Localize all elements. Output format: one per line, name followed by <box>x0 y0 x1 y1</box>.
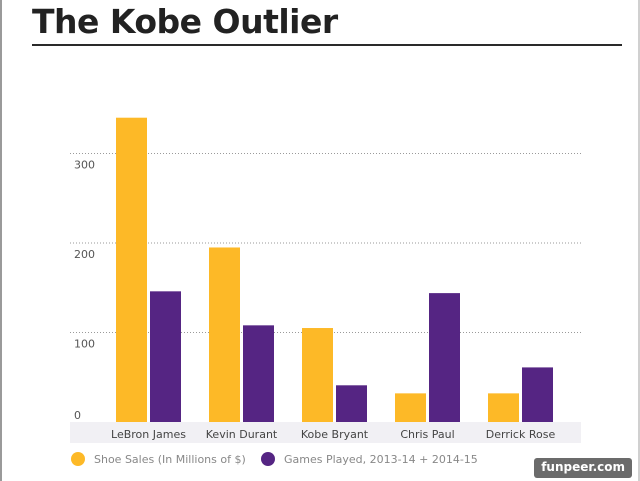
legend: Shoe Sales (In Millions of $) Games Playe… <box>71 452 478 466</box>
legend-label: Games Played, 2013-14 + 2014-15 <box>284 453 478 466</box>
bar-games-played <box>429 293 460 422</box>
x-tick-label: Chris Paul <box>400 428 454 441</box>
bar-shoe-sales <box>209 247 240 422</box>
legend-swatch <box>71 452 85 466</box>
x-tick-label: LeBron James <box>111 428 186 441</box>
x-tick-label: Derrick Rose <box>486 428 556 441</box>
watermark: funpeer.com <box>534 458 632 478</box>
y-tick-label: 100 <box>74 338 95 351</box>
bar-shoe-sales <box>116 117 147 422</box>
legend-swatch <box>261 452 275 466</box>
x-tick-label: Kevin Durant <box>206 428 278 441</box>
title-underline <box>32 44 622 46</box>
bar-games-played <box>243 325 274 422</box>
bar-shoe-sales <box>302 328 333 422</box>
bar-games-played <box>522 367 553 422</box>
y-tick-label: 0 <box>74 409 81 422</box>
y-axis-ticks: 0 100 200 300 <box>74 159 95 423</box>
x-axis-labels: LeBron James Kevin Durant Kobe Bryant Chris… <box>111 428 555 441</box>
y-tick-label: 200 <box>74 248 95 261</box>
bar-shoe-sales <box>488 393 519 422</box>
x-tick-label: Kobe Bryant <box>301 428 369 441</box>
legend-label: Shoe Sales (In Millions of $) <box>94 453 246 466</box>
bar-games-played <box>150 291 181 422</box>
right-border <box>638 0 640 481</box>
bar-games-played <box>336 385 367 422</box>
left-border <box>0 0 2 481</box>
y-tick-label: 300 <box>74 159 95 172</box>
bar-shoe-sales <box>395 393 426 422</box>
page-title: The Kobe Outlier <box>32 2 338 41</box>
bars <box>116 117 553 422</box>
x-axis-band <box>70 422 581 443</box>
